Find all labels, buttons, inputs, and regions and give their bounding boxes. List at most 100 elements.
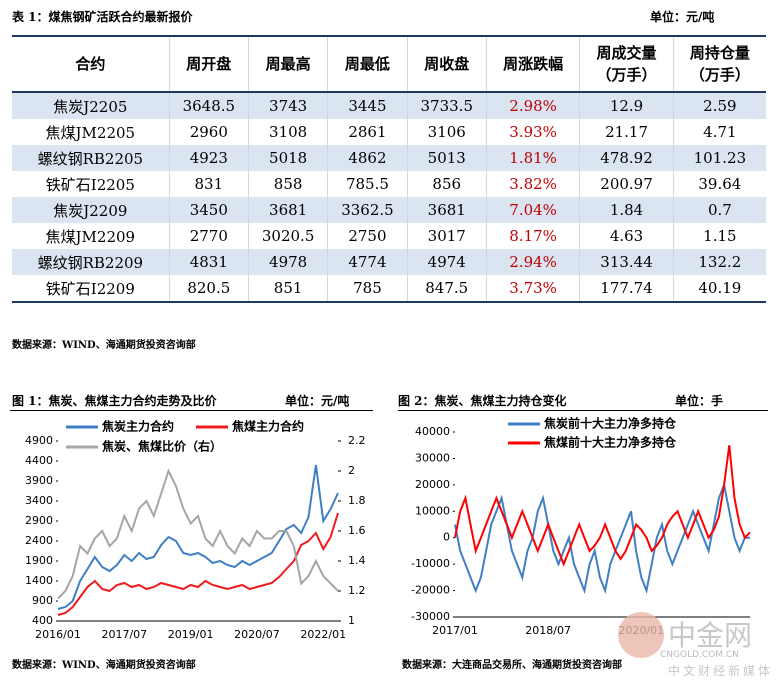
table-row: 螺纹钢RB2209 4831 4978 4774 4974 2.94% 313.44 132.…	[12, 249, 766, 275]
table-row: 焦煤JM2205 2960 3108 2861 3106 3.93% 21.17 4.71	[12, 119, 766, 145]
table-cell: 铁矿石I2209	[45, 279, 135, 298]
table-cell: 焦炭J2205	[12, 92, 170, 119]
table-cell: 3020.5	[247, 223, 328, 249]
series-line	[454, 481, 750, 595]
table-cell: 313.44	[579, 249, 674, 275]
table-row: 焦炭J2205 3648.5 3743 3445 3733.5 2.98% 12.9 2.59	[12, 92, 766, 119]
table-cell: 200.97	[579, 171, 674, 197]
x-tick-label: 2017/01	[432, 624, 478, 637]
table-cell: 785	[327, 275, 408, 302]
header-cell: 周最低	[327, 36, 408, 93]
x-tick-label: 2020/07	[234, 628, 280, 641]
header-cell: 周持仓量 （万手）	[672, 36, 766, 93]
table-cell: 4862	[327, 145, 408, 171]
table-cell: 831	[168, 171, 249, 197]
y2-tick-label: 1	[348, 614, 355, 627]
table-cell: 3733.5	[406, 92, 487, 119]
y2-tick-label: 2	[348, 464, 355, 477]
table-cell: 4831	[168, 249, 249, 275]
series-line	[57, 468, 339, 600]
chart: -30000 -20000 -10000 0 10000 20000 30000 40000 2…	[411, 416, 751, 637]
y2-tick-label: 1.6	[348, 524, 366, 537]
header-cell: 周涨跌幅	[485, 36, 580, 93]
table-cell: 焦煤JM2209	[45, 227, 136, 246]
x-tick-label: 2019/01	[168, 628, 214, 641]
x-tick-label: 2017/07	[101, 628, 147, 641]
y-tick-label: 400	[32, 614, 53, 627]
table-unit: 单位：元/吨	[650, 10, 715, 24]
table-cell: 螺纹钢RB2205	[12, 145, 170, 171]
table-cell: 4978	[247, 249, 328, 275]
table-cell: 焦炭J2209	[12, 197, 170, 223]
table-row: 铁矿石I2209 820.5 851 785 847.5 3.73% 177.74 40.19	[12, 275, 766, 302]
table-cell: 螺纹钢RB2209	[12, 249, 170, 275]
table-cell: 3.73%	[485, 275, 580, 302]
table-cell: 0.7	[672, 197, 766, 223]
table-cell: 3.82%	[485, 171, 580, 197]
table-cell: 3017	[406, 223, 487, 249]
y-tick-label: 20000	[415, 478, 450, 491]
header-cell: 周收盘	[406, 36, 487, 93]
table-cell: 3108	[247, 119, 328, 145]
table-cell: 1.84	[579, 197, 674, 223]
table-cell: 1.81%	[485, 145, 580, 171]
table-cell: 478.92	[579, 145, 674, 171]
table-cell: 7.04%	[485, 197, 580, 223]
chart: 400 900 1400 1900 2400 2900 3400 3900 4400 4900 1 1…	[25, 419, 366, 642]
chart-title: 图 2：焦炭、焦煤主力持仓变化	[398, 394, 567, 408]
table-cell: 39.64	[672, 171, 766, 197]
y-tick-label: 4900	[25, 434, 53, 447]
watermark-name: 中金网	[668, 619, 753, 652]
table-cell: 132.2	[672, 249, 766, 275]
y-tick-label: 1400	[25, 574, 53, 587]
table-cell: 820.5	[168, 275, 249, 302]
table-cell: 8.17%	[485, 223, 580, 249]
table-row: 螺纹钢RB2205 4923 5018 4862 5013 1.81% 478.92 101.…	[12, 145, 766, 171]
x-tick-label: 2018/07	[525, 624, 571, 637]
quote-table: 合约 周开盘 周最高 周最低 周收盘 周涨跌幅 周成交量 （万手） 周持仓量 （万手） 焦炭J2…	[12, 35, 766, 303]
table-cell: 3106	[406, 119, 487, 145]
header-cell: 合约	[12, 36, 170, 93]
table-cell: 2.59	[672, 92, 766, 119]
table-cell: 4.71	[672, 119, 766, 145]
table-cell: 21.17	[579, 119, 674, 145]
table-cell: 856	[406, 171, 487, 197]
y-tick-label: 40000	[415, 425, 450, 438]
table-cell: 177.74	[579, 275, 674, 302]
table-cell: 2.94%	[485, 249, 580, 275]
table-cell: 4.63	[579, 223, 674, 249]
table-cell: 2750	[327, 223, 408, 249]
table-cell: 12.9	[579, 92, 674, 119]
table-cell: 851	[247, 275, 328, 302]
y-tick-label: -20000	[411, 584, 450, 597]
chart-source: 数据来源：大连商品交易所、海通期货投资咨询部	[402, 660, 622, 671]
y2-tick-label: 2.2	[348, 434, 366, 447]
y-tick-label: 4400	[25, 454, 53, 467]
table-row: 焦煤JM2209 2770 3020.5 2750 3017 8.17% 4.63 1.15	[12, 223, 766, 249]
y-tick-label: 900	[32, 594, 53, 607]
y-tick-label: 3400	[25, 494, 53, 507]
table-cell: 3450	[168, 197, 249, 223]
watermark-slogan: 中文财经新媒体	[668, 664, 774, 678]
table-cell: 847.5	[406, 275, 487, 302]
table-row: 焦炭J2209 3450 3681 3362.5 3681 7.04% 1.84 0.7	[12, 197, 766, 223]
y2-tick-label: 1.8	[348, 494, 366, 507]
legend-label: 焦煤主力合约	[231, 419, 304, 434]
table-cell: 3445	[327, 92, 408, 119]
y-tick-label: -10000	[411, 557, 450, 570]
watermark-site: CNGOLD.COM.CN	[660, 650, 739, 660]
y-tick-label: 3900	[25, 474, 53, 487]
y2-tick-label: 1.4	[348, 554, 366, 567]
header-cell: 周开盘	[168, 36, 249, 93]
table-cell: 4774	[327, 249, 408, 275]
x-tick-label: 2022/01	[300, 628, 346, 641]
y-tick-label: 30000	[415, 451, 450, 464]
table-cell: 2861	[327, 119, 408, 145]
table-cell: 101.23	[672, 145, 766, 171]
table-cell: 2960	[168, 119, 249, 145]
table-title: 表 1：煤焦钢矿活跃合约最新报价	[12, 10, 193, 24]
y-tick-label: 0	[443, 531, 450, 544]
header-cell: 周最高	[247, 36, 328, 93]
table-row: 铁矿石I2205 831 858 785.5 856 3.82% 200.97 39.64	[12, 171, 766, 197]
